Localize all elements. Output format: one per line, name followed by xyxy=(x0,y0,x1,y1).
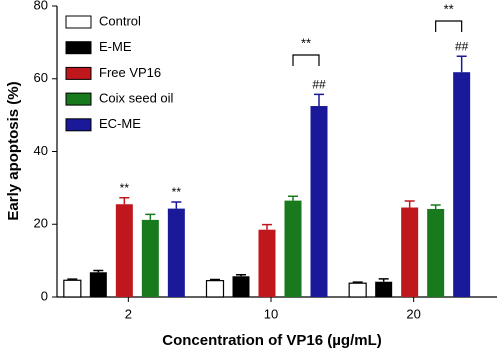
annotation: ## xyxy=(455,39,469,53)
bar xyxy=(205,280,225,298)
error-bar xyxy=(404,200,415,208)
annotation: ** xyxy=(172,185,182,199)
bar xyxy=(284,200,302,297)
legend-label: EC-ME xyxy=(99,116,141,131)
error-bar xyxy=(210,278,220,281)
legend-swatch xyxy=(65,92,92,106)
error-bar xyxy=(378,278,389,282)
error-bar xyxy=(314,93,324,107)
annotation: ** xyxy=(301,35,311,50)
legend-label: Control xyxy=(99,13,141,28)
bar xyxy=(115,204,133,297)
error-bar xyxy=(262,223,272,230)
annotation: ** xyxy=(444,1,454,16)
annotation: ## xyxy=(312,78,326,92)
bar xyxy=(258,229,276,297)
bar xyxy=(310,106,328,297)
legend-label: E-ME xyxy=(99,39,132,54)
bar xyxy=(401,207,419,297)
error-bar xyxy=(171,201,182,209)
bar xyxy=(232,276,250,297)
annotation: ** xyxy=(120,181,130,195)
bracket xyxy=(435,20,463,32)
y-tick-label: 20 xyxy=(34,216,48,231)
error-bar xyxy=(145,213,156,220)
error-bar xyxy=(67,278,78,281)
y-tick-label: 80 xyxy=(34,0,48,12)
error-bar xyxy=(119,196,130,205)
x-axis-label: Concentration of VP16 (µg/mL) xyxy=(162,332,382,349)
x-tick-label: 2 xyxy=(125,306,132,321)
error-bar xyxy=(352,281,363,284)
y-axis-label: Early apoptosis (%) xyxy=(5,81,22,220)
error-bar xyxy=(456,55,467,73)
bar xyxy=(453,72,471,297)
legend-swatch xyxy=(65,66,92,80)
error-bar xyxy=(236,274,246,277)
bar xyxy=(348,282,367,298)
bar xyxy=(167,208,185,297)
legend-label: Free VP16 xyxy=(99,65,161,80)
legend-swatch xyxy=(65,15,92,29)
x-tick-label: 10 xyxy=(264,306,278,321)
bar xyxy=(141,219,159,297)
bracket xyxy=(292,54,320,66)
bar xyxy=(375,281,393,297)
y-tick-label: 40 xyxy=(34,143,48,158)
error-bar xyxy=(288,195,298,201)
y-tick-label: 60 xyxy=(34,70,48,85)
bar xyxy=(427,208,445,297)
legend-swatch xyxy=(65,118,92,132)
legend-swatch xyxy=(65,41,92,55)
error-bar xyxy=(93,269,104,273)
error-bar xyxy=(430,204,441,209)
y-tick-label: 0 xyxy=(41,288,48,303)
x-tick-label: 20 xyxy=(406,306,420,321)
legend-label: Coix seed oil xyxy=(99,91,174,106)
bar xyxy=(63,279,82,298)
bar xyxy=(89,272,107,297)
